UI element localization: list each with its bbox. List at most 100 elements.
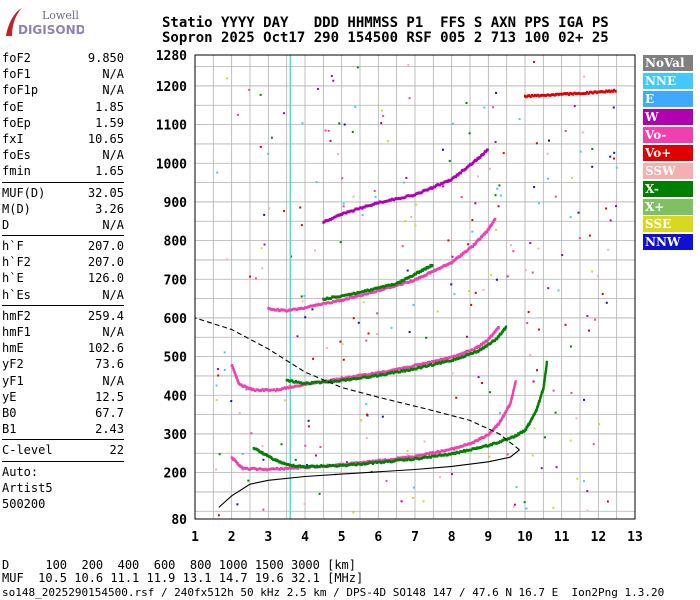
trace-point xyxy=(275,466,278,470)
trace-point xyxy=(476,346,479,350)
noise-point xyxy=(329,139,332,142)
trace-point xyxy=(258,389,261,393)
trace-point xyxy=(355,463,358,467)
auto-label: Auto: xyxy=(2,464,39,479)
trace-point xyxy=(486,339,489,343)
trace-point xyxy=(438,453,442,457)
trace-point xyxy=(392,285,395,289)
trace-point xyxy=(376,374,379,378)
trace-point xyxy=(574,92,577,95)
trace-point xyxy=(323,380,326,383)
trace-point xyxy=(602,90,605,94)
trace-point xyxy=(383,373,386,377)
noise-point xyxy=(515,486,518,489)
trace-point xyxy=(254,389,257,393)
trace-point xyxy=(402,368,405,372)
trace-point xyxy=(392,198,395,201)
trace-point xyxy=(283,386,286,390)
trace-point xyxy=(488,443,491,447)
trace-point xyxy=(361,373,364,377)
trace-X-trace-2hop xyxy=(285,325,508,386)
trace-point xyxy=(479,344,482,348)
trace-point xyxy=(417,363,420,366)
trace-point xyxy=(424,452,427,456)
trace-point xyxy=(340,378,343,382)
trace-point xyxy=(577,91,580,95)
trace-point xyxy=(313,380,316,384)
x-tick-label: 7 xyxy=(411,530,419,545)
trace-point xyxy=(545,365,548,369)
param-value: 1.59 xyxy=(95,115,124,130)
trace-point xyxy=(378,460,381,464)
trace-point xyxy=(412,367,415,371)
trace-point xyxy=(385,459,388,463)
trace-point xyxy=(396,197,400,201)
param-row: yF1 N/A xyxy=(2,373,124,389)
trace-point xyxy=(560,92,563,96)
param-row: MUF(D) 32.05 xyxy=(2,185,124,201)
noise-point xyxy=(401,245,404,248)
trace-point xyxy=(350,462,353,466)
trace-point xyxy=(405,458,409,462)
trace-point xyxy=(438,450,441,454)
trace-point xyxy=(361,290,364,293)
trace-point xyxy=(352,296,355,299)
trace-point xyxy=(283,308,286,312)
trace-point xyxy=(296,384,299,388)
noise-point xyxy=(606,500,609,503)
param-value: 259.4 xyxy=(87,308,124,323)
trace-point xyxy=(374,286,378,290)
noise-point xyxy=(319,445,322,448)
trace-point xyxy=(468,352,471,356)
param-row: B0 67.7 xyxy=(2,405,124,421)
trace-point xyxy=(260,467,263,471)
trace-point xyxy=(484,443,488,447)
trace-point xyxy=(357,207,361,211)
trace-point xyxy=(285,378,288,382)
trace-point xyxy=(344,376,347,380)
trace-point xyxy=(483,232,486,236)
trace-point xyxy=(375,202,378,205)
trace-point xyxy=(297,464,300,468)
param-label: foF1p xyxy=(2,83,39,98)
noise-point xyxy=(529,353,532,356)
trace-point xyxy=(304,465,307,469)
trace-point xyxy=(400,367,403,371)
noise-point xyxy=(380,109,383,112)
trace-point xyxy=(410,367,413,371)
noise-point xyxy=(495,91,498,94)
trace-point xyxy=(348,209,351,213)
noise-point xyxy=(533,60,536,63)
trace-point xyxy=(464,354,467,358)
trace-point xyxy=(480,235,483,239)
trace-point xyxy=(363,292,366,296)
noise-point xyxy=(586,314,589,317)
trace-point xyxy=(372,287,375,291)
trace-point xyxy=(427,452,431,456)
noise-point xyxy=(352,317,355,320)
trace-point xyxy=(314,380,318,384)
trace-point xyxy=(525,95,528,99)
trace-point xyxy=(272,467,276,471)
noise-point xyxy=(341,343,344,346)
trace-point xyxy=(333,464,336,468)
noise-point xyxy=(338,122,341,125)
trace-point xyxy=(450,359,453,362)
trace-point xyxy=(472,447,475,451)
noise-point xyxy=(495,229,498,232)
trace-point xyxy=(267,306,270,310)
trace-point xyxy=(387,371,390,375)
trace-point xyxy=(364,292,367,296)
trace-point xyxy=(457,445,460,449)
trace-point xyxy=(292,380,295,384)
trace-point xyxy=(290,308,294,312)
noise-point xyxy=(552,506,555,509)
trace-point xyxy=(404,195,407,199)
trace-point xyxy=(439,450,442,454)
trace-point xyxy=(340,376,343,380)
trace-point xyxy=(255,468,259,472)
trace-point xyxy=(485,344,488,348)
trace-point xyxy=(379,371,383,374)
trace-point xyxy=(486,148,489,152)
param-value: 1.85 xyxy=(95,99,124,114)
